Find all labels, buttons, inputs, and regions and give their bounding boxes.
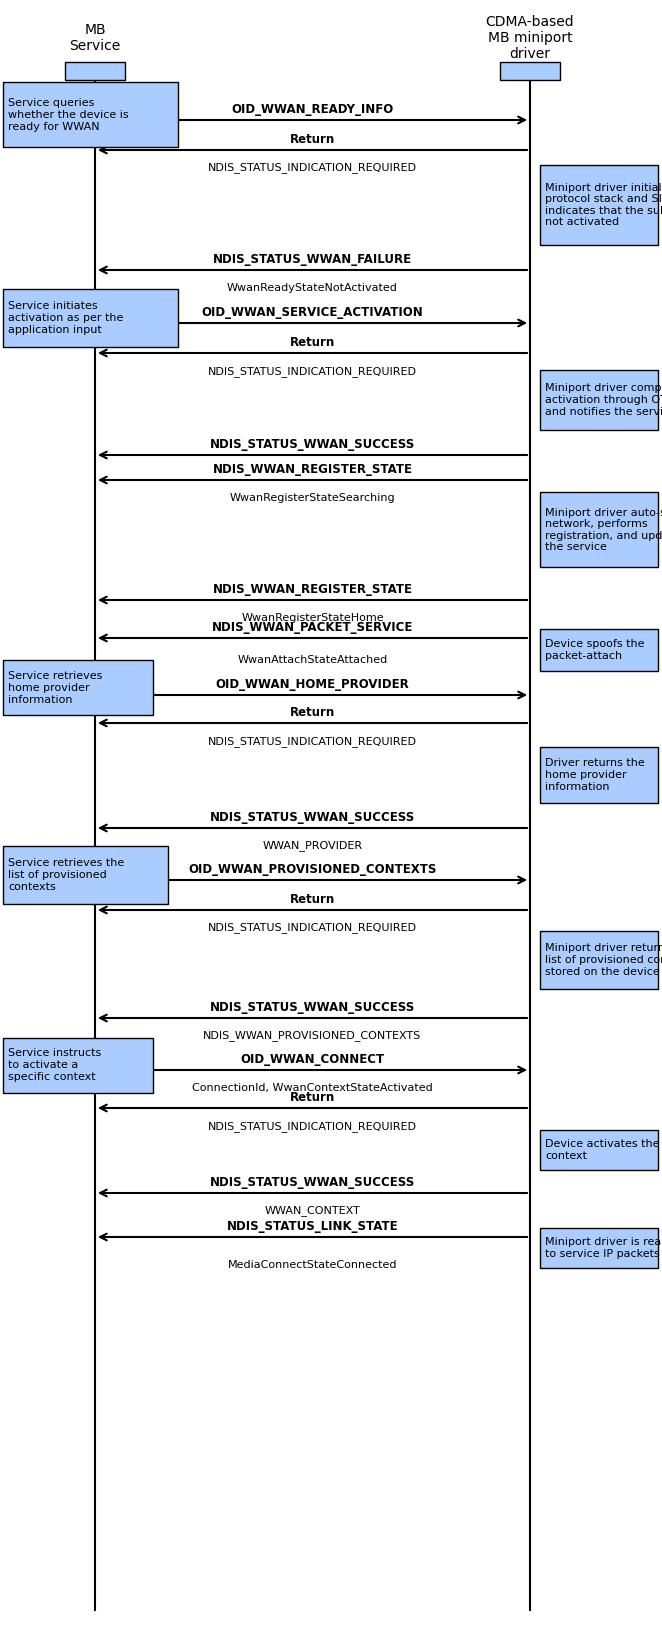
FancyBboxPatch shape <box>540 493 658 567</box>
Text: CDMA-based
MB miniport
driver: CDMA-based MB miniport driver <box>486 15 575 62</box>
Text: NDIS_STATUS_INDICATION_REQUIRED: NDIS_STATUS_INDICATION_REQUIRED <box>208 737 417 748</box>
Text: Return: Return <box>290 133 335 146</box>
Text: Miniport driver completes
activation through OTA
and notifies the service: Miniport driver completes activation thr… <box>545 384 662 416</box>
FancyBboxPatch shape <box>3 83 178 148</box>
Text: Miniport driver is ready
to service IP packets: Miniport driver is ready to service IP p… <box>545 1237 662 1259</box>
Text: Return: Return <box>290 1091 335 1104</box>
Text: OID_WWAN_CONNECT: OID_WWAN_CONNECT <box>240 1054 385 1067</box>
Text: OID_WWAN_PROVISIONED_CONTEXTS: OID_WWAN_PROVISIONED_CONTEXTS <box>188 863 437 876</box>
Text: OID_WWAN_SERVICE_ACTIVATION: OID_WWAN_SERVICE_ACTIVATION <box>202 306 424 319</box>
Text: MB
Service: MB Service <box>70 23 120 54</box>
Text: OID_WWAN_HOME_PROVIDER: OID_WWAN_HOME_PROVIDER <box>216 678 409 691</box>
FancyBboxPatch shape <box>540 1130 658 1171</box>
Text: NDIS_STATUS_WWAN_SUCCESS: NDIS_STATUS_WWAN_SUCCESS <box>210 811 415 824</box>
Text: Service initiates
activation as per the
application input: Service initiates activation as per the … <box>8 301 123 335</box>
Text: WwanRegisterStateHome: WwanRegisterStateHome <box>241 613 384 623</box>
Text: Return: Return <box>290 706 335 719</box>
FancyBboxPatch shape <box>3 1037 153 1093</box>
Text: WWAN_CONTEXT: WWAN_CONTEXT <box>265 1205 360 1216</box>
Text: Miniport driver returns the
list of provisioned contexts
stored on the device: Miniport driver returns the list of prov… <box>545 943 662 977</box>
Text: Device spoofs the
packet-attach: Device spoofs the packet-attach <box>545 639 645 660</box>
Text: MediaConnectStateConnected: MediaConnectStateConnected <box>228 1260 397 1270</box>
Text: Service retrieves the
list of provisioned
contexts: Service retrieves the list of provisione… <box>8 859 124 891</box>
Text: NDIS_STATUS_LINK_STATE: NDIS_STATUS_LINK_STATE <box>226 1220 399 1233</box>
Text: WwanAttachStateAttached: WwanAttachStateAttached <box>238 655 388 665</box>
Text: NDIS_STATUS_WWAN_SUCCESS: NDIS_STATUS_WWAN_SUCCESS <box>210 1002 415 1015</box>
Text: Service instructs
to activate a
specific context: Service instructs to activate a specific… <box>8 1049 101 1081</box>
Text: NDIS_WWAN_PACKET_SERVICE: NDIS_WWAN_PACKET_SERVICE <box>212 621 413 634</box>
FancyBboxPatch shape <box>540 371 658 429</box>
Text: Miniport driver auto-selects
network, performs
registration, and updates
the ser: Miniport driver auto-selects network, pe… <box>545 507 662 553</box>
Text: WwanRegisterStateSearching: WwanRegisterStateSearching <box>230 493 395 502</box>
Text: NDIS_STATUS_WWAN_SUCCESS: NDIS_STATUS_WWAN_SUCCESS <box>210 1176 415 1189</box>
Text: ConnectionId, WwanContextStateActivated: ConnectionId, WwanContextStateActivated <box>192 1083 433 1093</box>
FancyBboxPatch shape <box>540 1228 658 1268</box>
Text: NDIS_WWAN_REGISTER_STATE: NDIS_WWAN_REGISTER_STATE <box>213 584 412 597</box>
Text: Service queries
whether the device is
ready for WWAN: Service queries whether the device is re… <box>8 99 128 132</box>
Text: Service retrieves
home provider
information: Service retrieves home provider informat… <box>8 672 103 704</box>
FancyBboxPatch shape <box>3 660 153 715</box>
FancyBboxPatch shape <box>500 62 560 80</box>
Text: Return: Return <box>290 337 335 350</box>
Text: NDIS_STATUS_INDICATION_REQUIRED: NDIS_STATUS_INDICATION_REQUIRED <box>208 163 417 174</box>
FancyBboxPatch shape <box>540 164 658 246</box>
Text: NDIS_STATUS_INDICATION_REQUIRED: NDIS_STATUS_INDICATION_REQUIRED <box>208 1122 417 1132</box>
Text: Return: Return <box>290 893 335 906</box>
FancyBboxPatch shape <box>65 62 125 80</box>
Text: NDIS_WWAN_PROVISIONED_CONTEXTS: NDIS_WWAN_PROVISIONED_CONTEXTS <box>203 1031 422 1042</box>
Text: Driver returns the
home provider
information: Driver returns the home provider informa… <box>545 758 645 792</box>
FancyBboxPatch shape <box>3 289 178 346</box>
Text: NDIS_WWAN_REGISTER_STATE: NDIS_WWAN_REGISTER_STATE <box>213 463 412 476</box>
Text: NDIS_STATUS_INDICATION_REQUIRED: NDIS_STATUS_INDICATION_REQUIRED <box>208 922 417 933</box>
FancyBboxPatch shape <box>540 748 658 803</box>
Text: WWAN_PROVIDER: WWAN_PROVIDER <box>262 841 363 852</box>
FancyBboxPatch shape <box>540 932 658 989</box>
Text: Miniport driver initializes the
protocol stack and SIM and
indicates that the su: Miniport driver initializes the protocol… <box>545 182 662 228</box>
Text: NDIS_STATUS_WWAN_FAILURE: NDIS_STATUS_WWAN_FAILURE <box>213 254 412 267</box>
FancyBboxPatch shape <box>3 846 168 904</box>
Text: Device activates the
context: Device activates the context <box>545 1140 659 1161</box>
Text: NDIS_STATUS_INDICATION_REQUIRED: NDIS_STATUS_INDICATION_REQUIRED <box>208 366 417 377</box>
Text: WwanReadyStateNotActivated: WwanReadyStateNotActivated <box>227 283 398 293</box>
Text: OID_WWAN_READY_INFO: OID_WWAN_READY_INFO <box>232 102 394 115</box>
FancyBboxPatch shape <box>540 629 658 672</box>
Text: NDIS_STATUS_WWAN_SUCCESS: NDIS_STATUS_WWAN_SUCCESS <box>210 437 415 450</box>
